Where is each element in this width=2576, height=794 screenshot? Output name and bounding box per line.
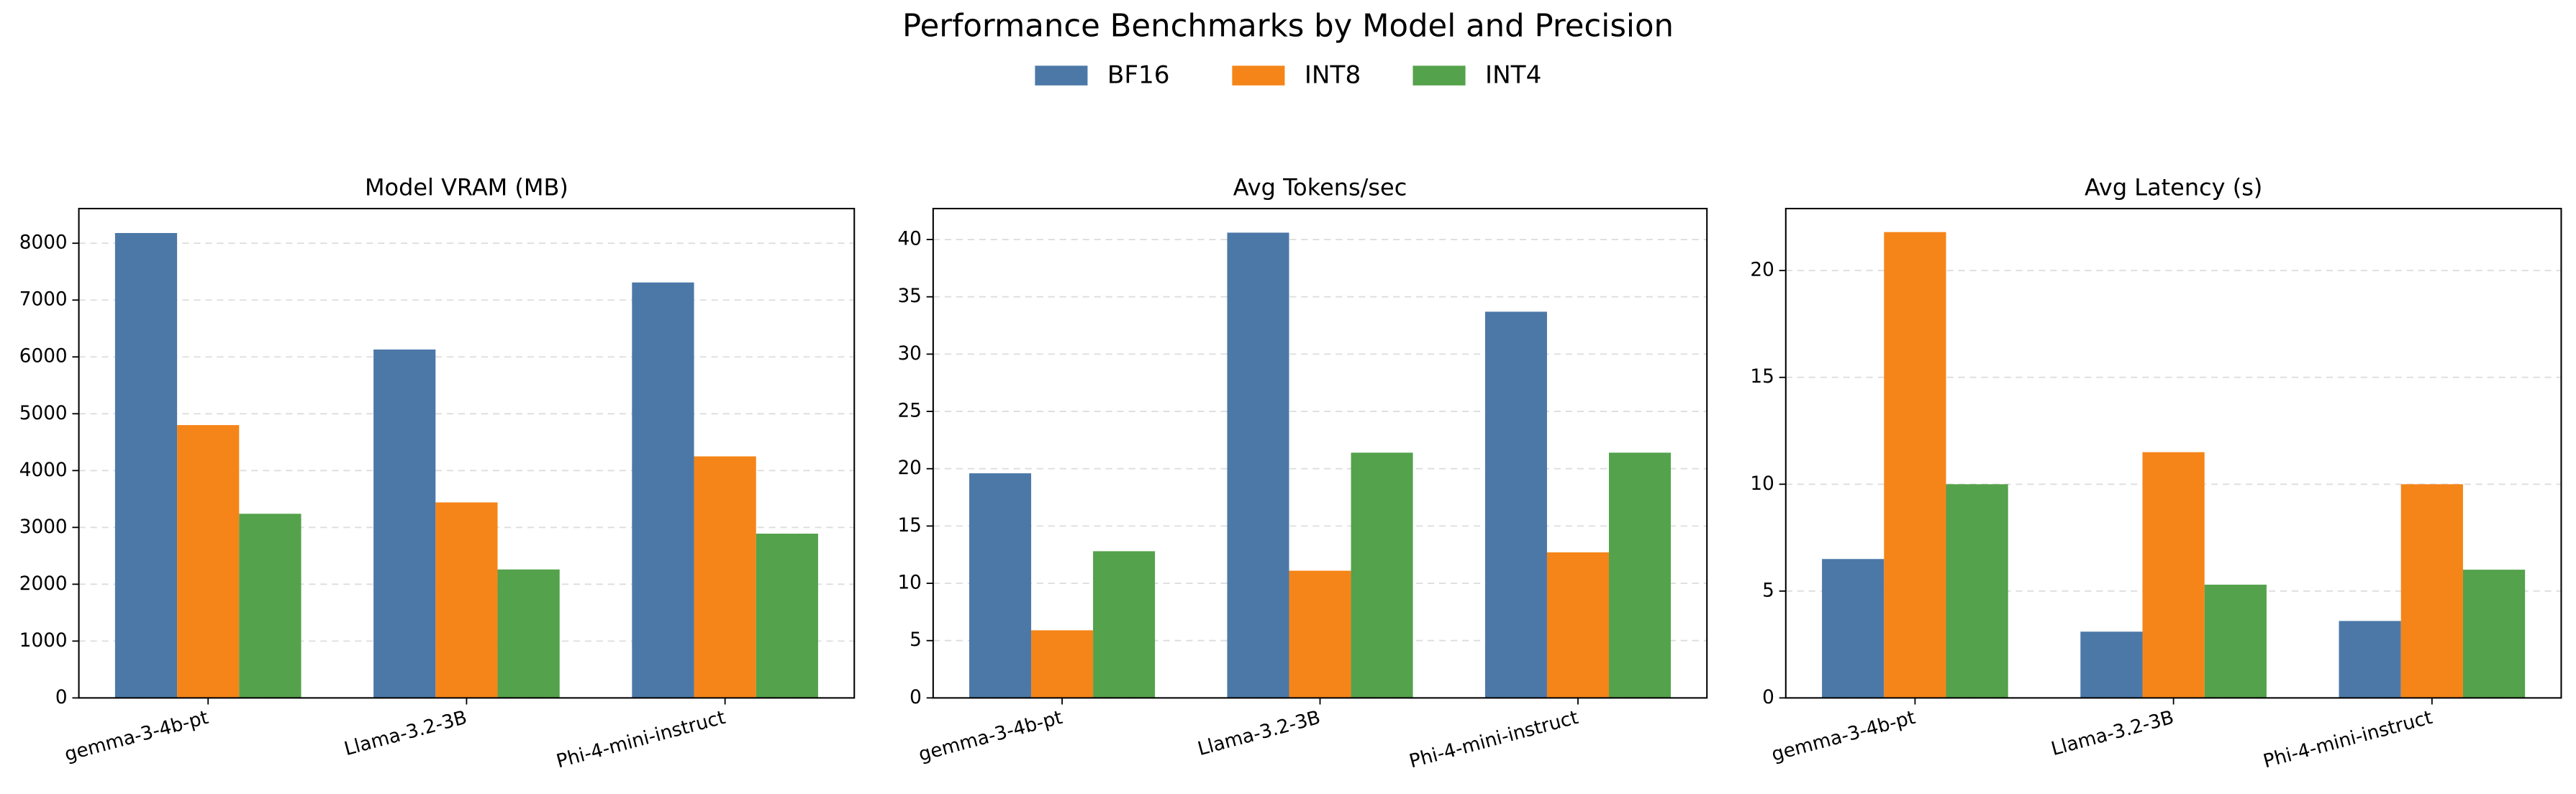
y-tick-label: 1000 (19, 630, 68, 652)
bar (114, 232, 178, 698)
bar (1884, 232, 1946, 698)
bar (1093, 551, 1156, 698)
y-tick-label: 0 (55, 687, 68, 708)
axes-frame (932, 207, 1708, 699)
y-tick-label: 4000 (19, 460, 68, 481)
y-tick-label: 3000 (19, 516, 68, 538)
bar (2142, 452, 2205, 698)
bar (1822, 559, 1885, 698)
panel-title: Avg Tokens/sec (1233, 174, 1407, 201)
bar (497, 569, 560, 698)
bar (1031, 630, 1094, 698)
panel-title: Model VRAM (MB) (365, 174, 568, 201)
bar (1484, 311, 1547, 698)
bar (1351, 452, 1413, 698)
y-tick-label: 35 (897, 286, 921, 307)
y-tick-label: 5000 (19, 403, 68, 424)
y-tick-label: 6000 (19, 346, 68, 368)
bar (1289, 570, 1351, 698)
bar (2080, 631, 2143, 698)
figure-title: Performance Benchmarks by Model and Prec… (902, 8, 1674, 44)
y-tick-label: 8000 (19, 232, 68, 254)
y-tick-label: 20 (1750, 260, 1774, 281)
y-tick-label: 30 (897, 343, 921, 365)
x-tick-label: gemma-3-4b-pt (1769, 707, 1918, 766)
legend-label: BF16 (1107, 61, 1170, 90)
x-tick-label: Phi-4-mini-instruct (1407, 707, 1580, 773)
y-tick-label: 0 (910, 687, 922, 708)
bar (2339, 621, 2401, 698)
bar (2400, 484, 2463, 698)
x-tick-label: Phi-4-mini-instruct (2261, 707, 2434, 773)
bar (2462, 570, 2526, 698)
legend-label: INT4 (1485, 61, 1541, 90)
y-tick-label: 15 (1750, 366, 1774, 388)
axes-frame (78, 207, 856, 699)
y-tick-label: 15 (897, 515, 921, 537)
axes-frame (1784, 207, 2562, 699)
y-tick-label: 10 (1750, 473, 1774, 495)
y-tick-label: 0 (1762, 687, 1774, 708)
y-tick-label: 5 (1762, 580, 1774, 601)
x-tick-label: Llama-3.2-3B (1195, 707, 1323, 760)
x-tick-label: gemma-3-4b-pt (63, 707, 211, 766)
y-tick-label: 20 (897, 457, 921, 479)
x-tick-label: Llama-3.2-3B (2049, 707, 2177, 760)
bar (694, 456, 756, 698)
x-tick-label: gemma-3-4b-pt (917, 707, 1065, 766)
bar (2204, 584, 2267, 698)
legend-swatch (1035, 65, 1088, 86)
bar (756, 534, 818, 698)
bar (1946, 484, 2008, 698)
bar (969, 473, 1032, 698)
y-tick-label: 40 (897, 229, 921, 250)
x-tick-label: Phi-4-mini-instruct (554, 707, 727, 773)
y-tick-label: 10 (897, 572, 921, 594)
y-tick-label: 7000 (19, 289, 68, 311)
y-tick-label: 5 (910, 629, 922, 651)
legend-swatch (1232, 65, 1285, 86)
bar (1608, 452, 1672, 698)
bar (1546, 552, 1609, 698)
legend-label: INT8 (1305, 61, 1361, 90)
bar (373, 349, 436, 698)
legend-swatch (1412, 65, 1466, 86)
bar (435, 502, 498, 698)
bar (632, 282, 694, 698)
y-tick-label: 25 (897, 401, 921, 422)
bar (239, 514, 301, 698)
bar (1227, 232, 1289, 698)
panel-title: Avg Latency (s) (2085, 174, 2262, 201)
bar (177, 425, 240, 698)
y-tick-label: 2000 (19, 573, 68, 595)
x-tick-label: Llama-3.2-3B (342, 707, 469, 760)
